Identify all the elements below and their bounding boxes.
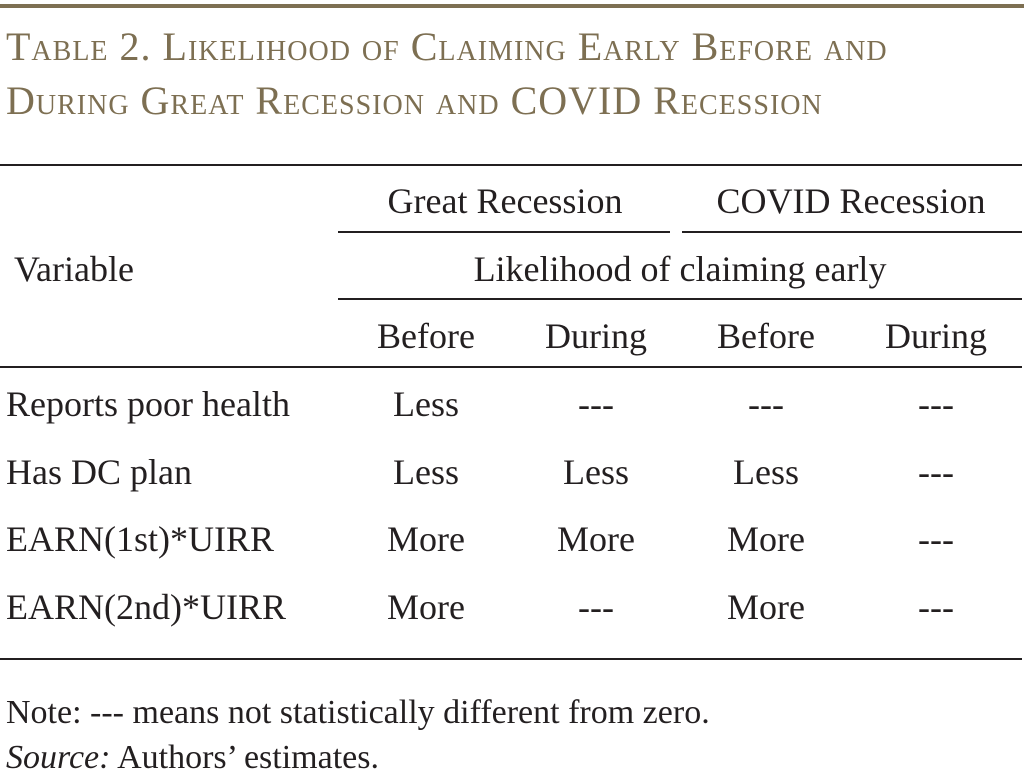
subheader-cell: Before [717, 316, 815, 356]
table-note: Note: --- means not statistically differ… [6, 694, 710, 731]
table-cell: --- [578, 587, 614, 627]
table-cell: --- [918, 452, 954, 492]
subheader-cell: Before [377, 316, 475, 356]
header-bottom-rule [0, 366, 1022, 368]
source-text: Authors’ estimates. [110, 739, 379, 776]
row-label: EARN(2nd)*UIRR [6, 587, 286, 627]
table-title: Table 2. Likelihood of Claiming Early Be… [6, 24, 888, 123]
group-header-great-recession: Great Recession [387, 181, 623, 221]
table-source: Source: Authors’ estimates. [6, 738, 379, 778]
table-cell: More [387, 587, 465, 627]
table-cell: --- [918, 587, 954, 627]
table-cell: --- [918, 519, 954, 559]
spanning-underline [338, 298, 1022, 300]
table-cell: More [387, 519, 465, 559]
subheader-cell: During [545, 316, 647, 356]
variable-header: Variable [14, 249, 134, 289]
subheader-cell: During [885, 316, 987, 356]
table-cell: More [727, 587, 805, 627]
row-label: Reports poor health [6, 384, 290, 424]
row-label: Has DC plan [6, 452, 192, 492]
group-underline-covid-recession [682, 231, 1022, 233]
group-header-covid-recession: COVID Recession [716, 181, 986, 221]
source-label: Source: [6, 739, 111, 776]
row-label: EARN(1st)*UIRR [6, 519, 274, 559]
table-cell: Less [393, 452, 459, 492]
group-underline-great-recession [338, 231, 670, 233]
top-accent-rule [0, 4, 1024, 8]
table-cell: --- [578, 384, 614, 424]
table-bottom-rule [0, 658, 1022, 660]
table-cell: Less [733, 452, 799, 492]
table-top-rule [0, 164, 1022, 166]
table-cell: More [727, 519, 805, 559]
table-cell: More [557, 519, 635, 559]
table-cell: Less [563, 452, 629, 492]
table-cell: Less [393, 384, 459, 424]
table-cell: --- [918, 384, 954, 424]
table-cell: --- [748, 384, 784, 424]
spanning-header: Likelihood of claiming early [473, 249, 887, 289]
